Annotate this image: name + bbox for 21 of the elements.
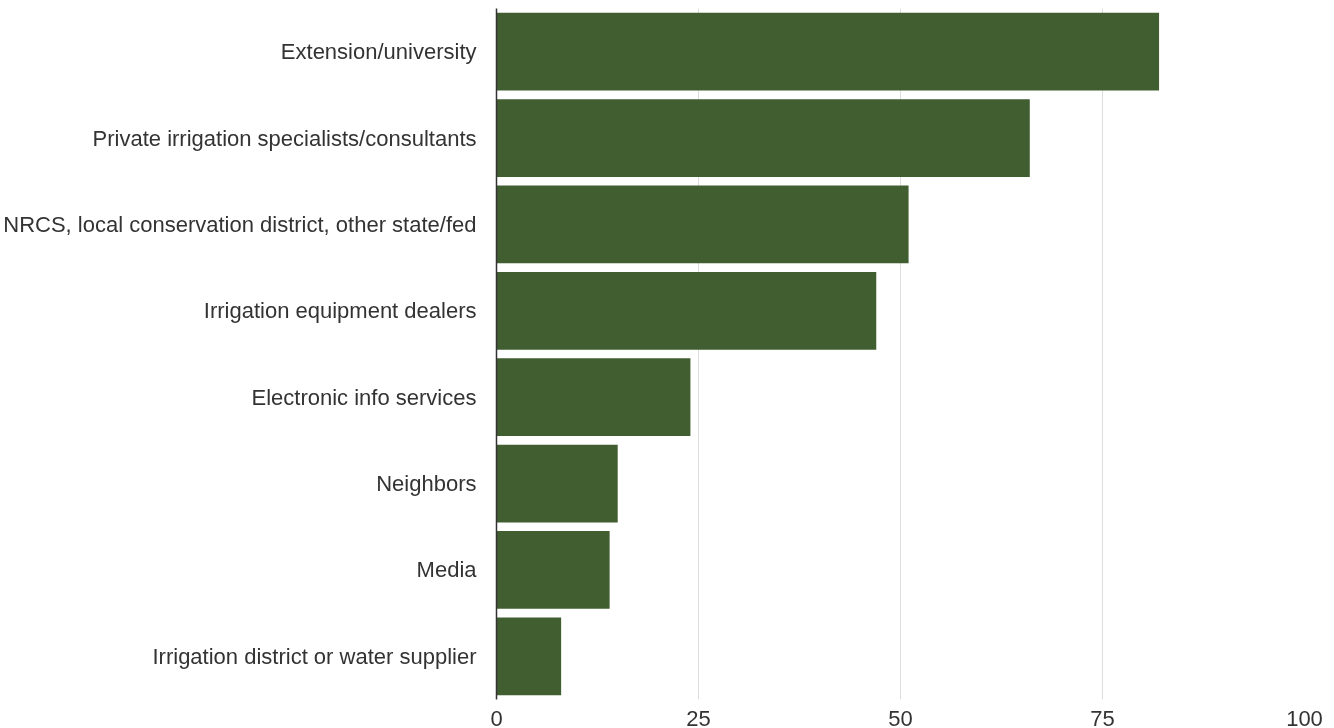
x-tick-label: 75: [1090, 705, 1115, 728]
bar: [496, 271, 877, 350]
y-tick-label: Electronic info services: [251, 384, 477, 410]
bar: [496, 185, 909, 264]
bar: [496, 12, 1160, 91]
bar: [496, 444, 618, 523]
bar: [496, 99, 1030, 177]
bar: [496, 617, 562, 696]
y-tick-label: Neighbors: [376, 471, 477, 497]
bar: [496, 531, 610, 609]
y-tick-label: Media: [416, 557, 478, 583]
x-tick-label: 100: [1286, 705, 1323, 728]
y-tick-label: Extension/university: [280, 39, 477, 65]
x-tick-label: 0: [490, 705, 503, 728]
x-tick-label: 50: [888, 705, 913, 728]
y-tick-label: Irrigation district or water supplier: [152, 643, 477, 669]
x-tick-label: 25: [686, 705, 711, 728]
y-tick-label: NRCS, local conservation district, other state/fed: [3, 211, 477, 237]
y-tick-label: Irrigation equipment dealers: [203, 298, 477, 324]
y-tick-label: Private irrigation specialists/consultants: [92, 125, 477, 151]
bar: [496, 358, 691, 437]
